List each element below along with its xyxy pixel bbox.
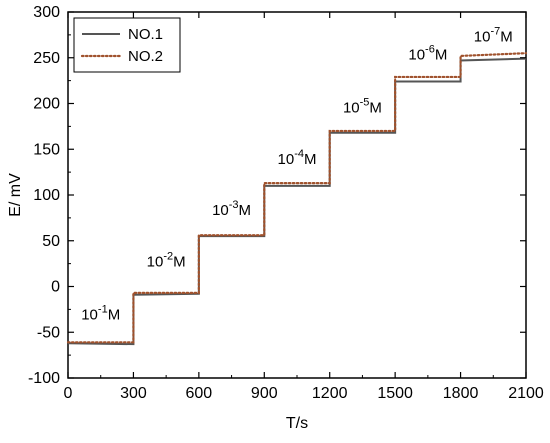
x-axis-label: T/s <box>286 415 308 432</box>
x-tick-label: 1200 <box>312 385 348 402</box>
annotation-layer: 10-1M 10-2M 10-3M 10-4M 10-5M 10-6M 10-7M <box>81 25 513 323</box>
concentration-label: 10-7M <box>474 25 513 45</box>
legend-label: NO.2 <box>128 48 163 65</box>
x-tick-label: 0 <box>64 385 73 402</box>
axes-layer: 0 300 600 900 1200 1500 1800 2100 -100 -50 0 50 100 1… <box>7 4 544 432</box>
x-tick-label: 900 <box>251 385 278 402</box>
y-tick-label: -100 <box>28 370 60 387</box>
y-tick-label: 0 <box>51 279 60 296</box>
y-tick-label: 100 <box>33 187 60 204</box>
legend: NO.1 NO.2 <box>73 17 181 73</box>
x-tick-label: 1500 <box>377 385 413 402</box>
x-tick-label: 300 <box>120 385 147 402</box>
concentration-label: 10-1M <box>81 303 120 323</box>
concentration-label: 10-5M <box>343 97 382 117</box>
series-line-no-1 <box>67 57 527 346</box>
y-tick-label: 150 <box>33 141 60 158</box>
y-axis-label: E/ mV <box>7 173 24 217</box>
concentration-label: 10-3M <box>212 199 251 219</box>
plot-frame <box>67 11 527 379</box>
y-tick-label: 50 <box>42 233 60 250</box>
series-layer <box>66 52 528 346</box>
x-tick-label: 2100 <box>508 385 544 402</box>
legend-box <box>73 17 181 73</box>
plot-area <box>67 11 527 379</box>
y-tick-label: -50 <box>37 324 60 341</box>
x-tick-label: 1800 <box>443 385 479 402</box>
series-line-no-2 <box>66 52 528 344</box>
y-tick-label: 200 <box>33 96 60 113</box>
legend-label: NO.1 <box>128 26 163 43</box>
concentration-label: 10-2M <box>147 250 186 270</box>
concentration-label: 10-4M <box>278 148 317 168</box>
concentration-label: 10-6M <box>408 44 447 64</box>
y-tick-label: 300 <box>33 4 60 21</box>
y-tick-label: 250 <box>33 50 60 67</box>
x-tick-label: 600 <box>186 385 213 402</box>
